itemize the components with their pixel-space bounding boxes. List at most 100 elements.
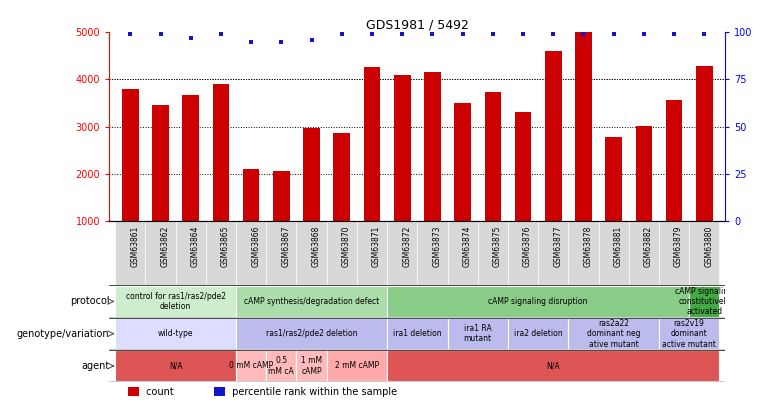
Point [305,37,317,43]
Text: GSM63862: GSM63862 [161,226,169,267]
Text: GSM63876: GSM63876 [523,226,532,267]
Point [637,31,650,38]
Text: ras1/ras2/pde2 deletion: ras1/ras2/pde2 deletion [266,329,357,338]
Bar [454,104,471,221]
Point [608,31,620,38]
Text: wild-type: wild-type [158,329,193,338]
Bar [236,350,266,382]
Bar [394,75,410,221]
Bar [214,387,225,396]
Point [335,31,348,38]
Bar [424,72,441,221]
Bar [417,221,448,285]
Bar [629,221,659,285]
Text: 1 mM
cAMP: 1 mM cAMP [301,356,322,376]
Text: GSM63881: GSM63881 [614,226,622,267]
Point [517,31,530,38]
Text: 2 mM cAMP: 2 mM cAMP [335,362,379,371]
Bar [327,350,387,382]
Bar [206,221,236,285]
Point [245,38,257,45]
Point [426,31,438,38]
Bar [122,89,139,221]
Text: cAMP signaling
constitutively
activated: cAMP signaling constitutively activated [675,286,733,316]
Bar [598,221,629,285]
Bar [545,51,562,221]
Bar [176,221,206,285]
Bar [515,112,531,221]
Bar [387,221,417,285]
Point [275,38,288,45]
Point [396,31,409,38]
Text: GSM63867: GSM63867 [282,226,290,267]
Point [124,31,136,38]
Bar [387,350,719,382]
Point [577,31,590,38]
Text: percentile rank within the sample: percentile rank within the sample [229,386,398,396]
Text: GSM63861: GSM63861 [130,226,140,267]
Bar [243,169,260,221]
Bar [296,350,327,382]
Bar [363,67,381,221]
Point [215,31,227,38]
Bar [508,221,538,285]
Bar [508,318,569,349]
Bar [327,221,357,285]
Bar [605,137,622,221]
Text: ira2 deletion: ira2 deletion [514,329,562,338]
Bar [666,100,682,221]
Bar [334,133,350,221]
Text: GSM63880: GSM63880 [704,226,713,267]
Text: agent: agent [81,361,109,371]
Bar [115,221,145,285]
Point [698,31,711,38]
Text: protocol: protocol [70,296,109,307]
Bar [636,126,652,221]
Bar [236,286,387,317]
Bar [538,221,569,285]
Text: genotype/variation: genotype/variation [17,329,109,339]
Bar [477,221,508,285]
Bar [659,318,719,349]
Point [154,31,167,38]
Text: GSM63873: GSM63873 [432,226,441,267]
Bar [303,128,320,221]
Bar [387,286,690,317]
Bar [236,221,266,285]
Text: GSM63874: GSM63874 [463,226,472,267]
Bar [115,318,236,349]
Bar [266,221,296,285]
Text: 0 mM cAMP: 0 mM cAMP [229,362,273,371]
Point [366,31,378,38]
Text: ras2a22
dominant neg
ative mutant: ras2a22 dominant neg ative mutant [587,319,640,349]
Text: N/A: N/A [547,362,560,371]
Text: GSM63875: GSM63875 [493,226,502,267]
Text: GSM63872: GSM63872 [402,226,411,267]
Point [668,31,680,38]
Bar [128,387,139,396]
Text: N/A: N/A [168,362,183,371]
Bar [213,84,229,221]
Title: GDS1981 / 5492: GDS1981 / 5492 [366,18,469,31]
Text: ira1 RA
mutant: ira1 RA mutant [463,324,491,343]
Text: GSM63865: GSM63865 [221,226,230,267]
Point [487,31,499,38]
Text: GSM63870: GSM63870 [342,226,351,267]
Text: GSM63868: GSM63868 [311,226,321,267]
Bar [659,221,690,285]
Bar [236,318,387,349]
Bar [484,92,501,221]
Text: GSM63877: GSM63877 [553,226,562,267]
Text: GSM63878: GSM63878 [583,226,593,267]
Bar [569,318,659,349]
Text: ira1 deletion: ira1 deletion [393,329,441,338]
Text: ras2v19
dominant
active mutant: ras2v19 dominant active mutant [662,319,716,349]
Bar [575,20,592,221]
Bar [448,318,508,349]
Text: cAMP signaling disruption: cAMP signaling disruption [488,297,588,306]
Bar [387,318,448,349]
Point [547,31,559,38]
Bar [357,221,387,285]
Bar [145,221,176,285]
Bar [690,221,719,285]
